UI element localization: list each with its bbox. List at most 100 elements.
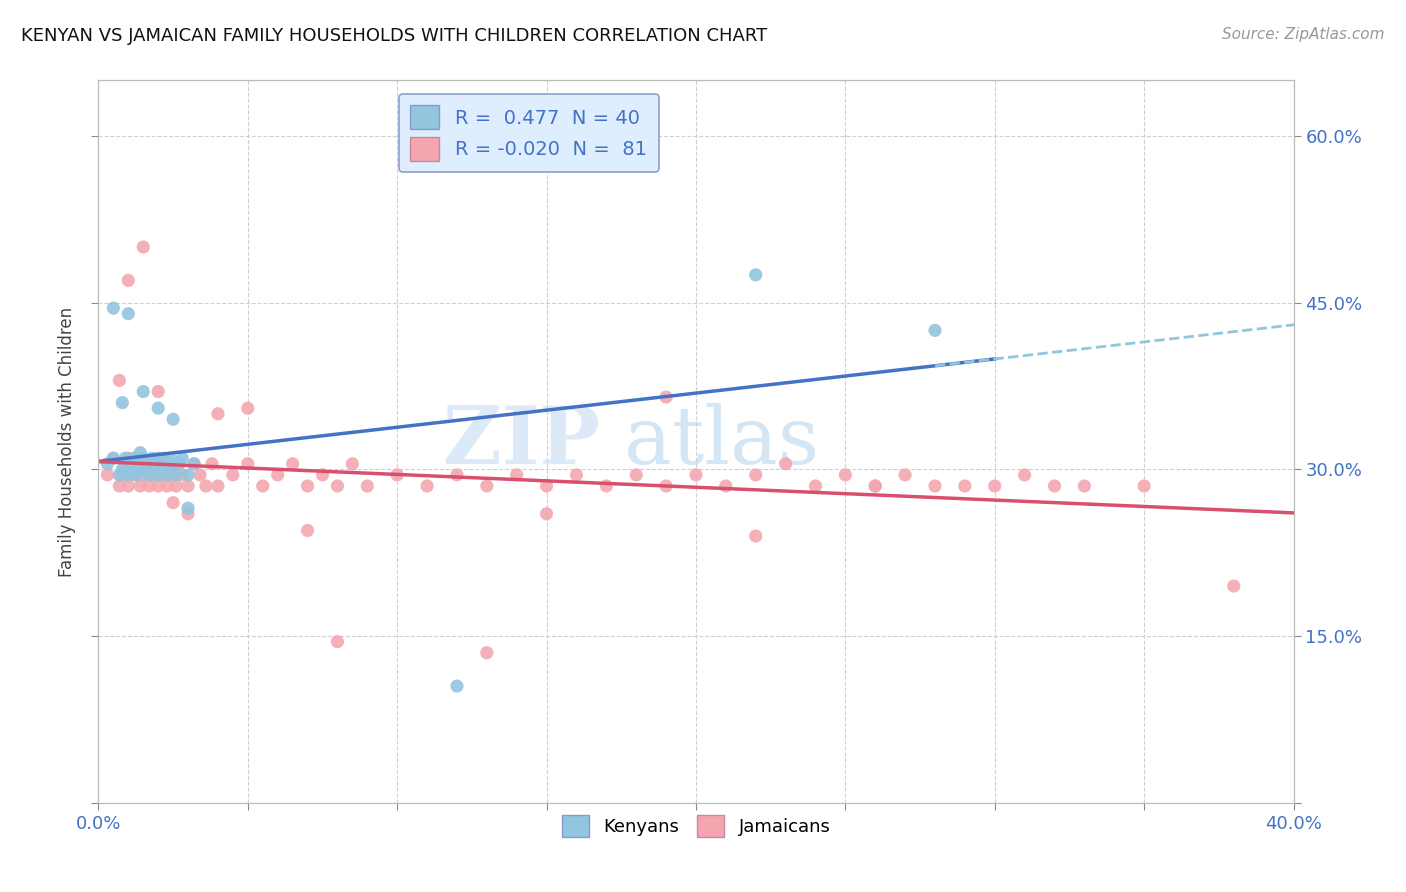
Point: [416, 479, 439, 493]
Point: [114, 457, 136, 471]
Point: [177, 479, 200, 493]
Point: [536, 479, 558, 493]
Text: atlas: atlas: [624, 402, 820, 481]
Point: [745, 467, 768, 482]
Point: [148, 467, 170, 482]
Point: [150, 462, 173, 476]
Text: ZIP: ZIP: [443, 402, 600, 481]
Point: [127, 457, 149, 471]
Point: [183, 457, 205, 471]
Point: [894, 467, 917, 482]
Point: [135, 462, 157, 476]
Point: [385, 467, 409, 482]
Point: [195, 479, 218, 493]
Point: [153, 451, 176, 466]
Point: [446, 679, 468, 693]
Point: [207, 479, 229, 493]
Point: [165, 467, 187, 482]
Point: [236, 457, 259, 471]
Point: [103, 301, 125, 315]
Point: [141, 451, 163, 466]
Point: [865, 479, 887, 493]
Point: [655, 390, 678, 404]
Point: [506, 467, 529, 482]
Point: [1223, 579, 1246, 593]
Point: [124, 451, 146, 466]
Text: KENYAN VS JAMAICAN FAMILY HOUSEHOLDS WITH CHILDREN CORRELATION CHART: KENYAN VS JAMAICAN FAMILY HOUSEHOLDS WIT…: [21, 27, 768, 45]
Point: [108, 479, 131, 493]
Point: [141, 467, 163, 482]
Point: [342, 457, 364, 471]
Point: [167, 457, 190, 471]
Point: [188, 467, 211, 482]
Point: [165, 479, 187, 493]
Point: [177, 507, 200, 521]
Point: [326, 479, 349, 493]
Point: [124, 467, 146, 482]
Point: [685, 467, 707, 482]
Point: [111, 395, 134, 409]
Text: Source: ZipAtlas.com: Source: ZipAtlas.com: [1222, 27, 1385, 42]
Point: [162, 467, 184, 482]
Point: [475, 479, 498, 493]
Point: [252, 479, 274, 493]
Point: [177, 501, 200, 516]
Legend: Kenyans, Jamaicans: Kenyans, Jamaicans: [554, 808, 838, 845]
Point: [536, 507, 558, 521]
Point: [745, 529, 768, 543]
Point: [132, 240, 155, 254]
Point: [626, 467, 648, 482]
Point: [311, 467, 333, 482]
Point: [103, 451, 125, 466]
Point: [297, 524, 319, 538]
Point: [124, 457, 146, 471]
Point: [129, 445, 152, 459]
Point: [1043, 479, 1066, 493]
Point: [117, 462, 139, 476]
Point: [655, 479, 678, 493]
Point: [138, 467, 160, 482]
Point: [153, 457, 176, 471]
Point: [162, 462, 184, 476]
Point: [565, 467, 588, 482]
Point: [108, 467, 131, 482]
Point: [148, 384, 170, 399]
Point: [129, 479, 152, 493]
Point: [117, 451, 139, 466]
Point: [117, 467, 139, 482]
Point: [159, 451, 181, 466]
Point: [475, 646, 498, 660]
Point: [804, 479, 827, 493]
Point: [177, 467, 200, 482]
Point: [96, 467, 118, 482]
Point: [236, 401, 259, 416]
Point: [162, 496, 184, 510]
Point: [141, 457, 163, 471]
Point: [162, 412, 184, 426]
Point: [326, 634, 349, 648]
Point: [446, 467, 468, 482]
Point: [143, 462, 166, 476]
Point: [714, 479, 737, 493]
Point: [159, 457, 181, 471]
Point: [207, 407, 229, 421]
Point: [834, 467, 856, 482]
Point: [595, 479, 617, 493]
Point: [114, 451, 136, 466]
Point: [924, 323, 946, 337]
Point: [281, 457, 304, 471]
Point: [156, 467, 179, 482]
Point: [222, 467, 245, 482]
Point: [167, 457, 190, 471]
Point: [172, 451, 194, 466]
Point: [953, 479, 976, 493]
Point: [103, 451, 125, 466]
Point: [148, 451, 170, 466]
Point: [267, 467, 290, 482]
Point: [1133, 479, 1156, 493]
Point: [150, 467, 173, 482]
Point: [745, 268, 768, 282]
Point: [143, 457, 166, 471]
Point: [129, 462, 152, 476]
Y-axis label: Family Households with Children: Family Households with Children: [58, 307, 76, 576]
